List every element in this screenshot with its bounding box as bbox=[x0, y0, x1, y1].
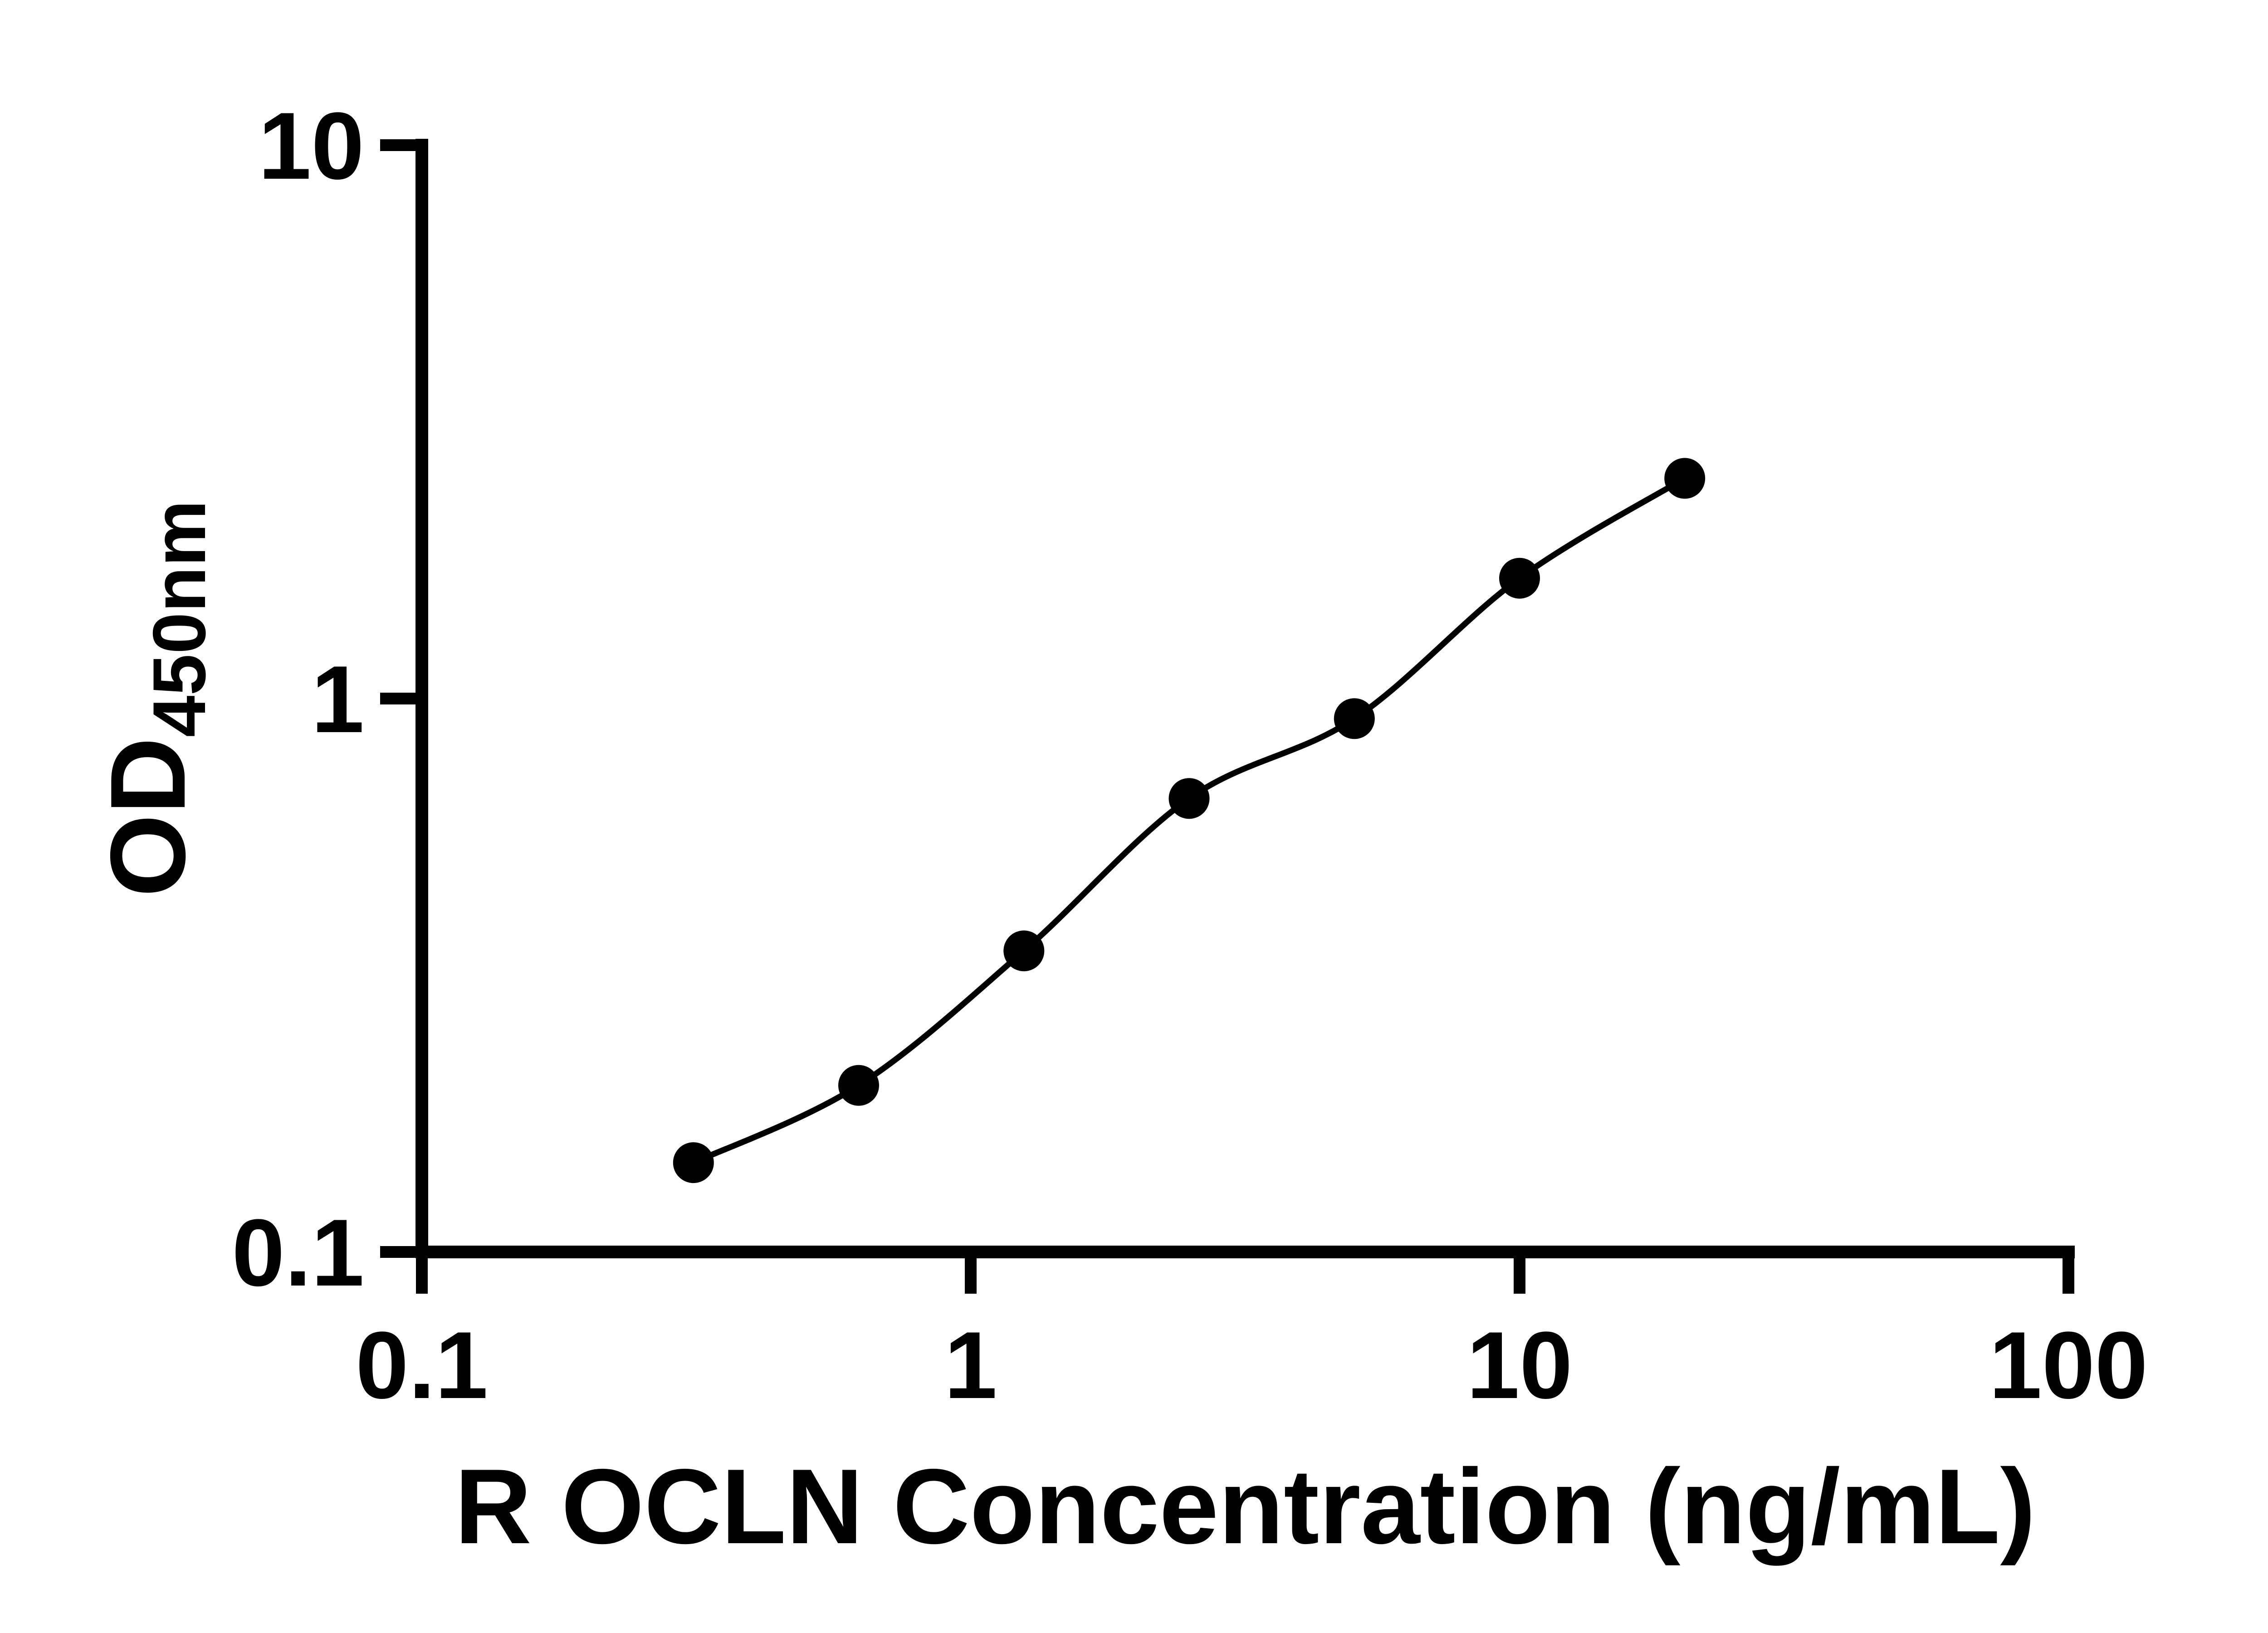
data-point bbox=[1664, 458, 1706, 499]
data-point bbox=[673, 1142, 714, 1183]
data-point bbox=[1499, 557, 1540, 599]
x-tick-label: 0.1 bbox=[356, 1312, 488, 1418]
x-tick-label: 1 bbox=[944, 1312, 997, 1418]
x-tick-label: 100 bbox=[1989, 1312, 2148, 1418]
data-point bbox=[1168, 778, 1210, 819]
y-tick-label: 0.1 bbox=[232, 1199, 364, 1306]
y-tick-label: 1 bbox=[311, 646, 364, 753]
y-axis-title-subscript: 450nm bbox=[137, 500, 221, 738]
x-tick-label: 10 bbox=[1466, 1312, 1573, 1418]
data-point bbox=[1334, 698, 1375, 739]
y-axis-title-main: OD bbox=[88, 737, 207, 897]
y-axis-title: OD450nm bbox=[86, 500, 222, 897]
data-point bbox=[1003, 930, 1045, 972]
y-tick-label: 10 bbox=[258, 93, 364, 199]
data-point bbox=[838, 1065, 879, 1106]
x-axis-title: R OCLN Concentration (ng/mL) bbox=[455, 1447, 2036, 1566]
